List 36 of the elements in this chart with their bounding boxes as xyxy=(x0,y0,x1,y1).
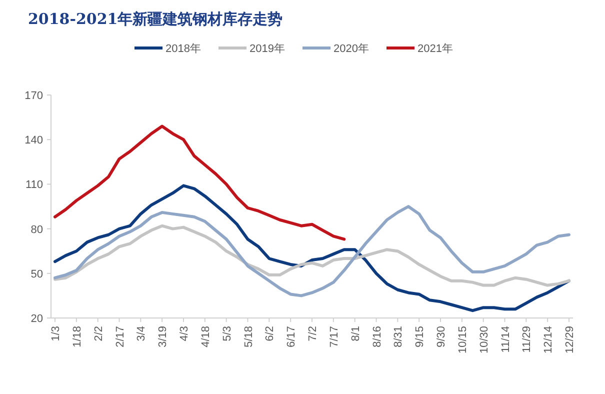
legend-label: 2020年 xyxy=(334,43,369,55)
legend-label: 2021年 xyxy=(418,43,453,55)
x-tick-label: 5/3 xyxy=(221,326,234,342)
x-tick-label: 10/15 xyxy=(456,326,469,354)
x-tick-label: 8/31 xyxy=(392,326,405,348)
x-tick-label: 2/17 xyxy=(114,326,126,348)
x-tick-label: 12/29 xyxy=(564,326,576,354)
x-tick-label: 6/2 xyxy=(264,326,276,342)
y-tick-label: 170 xyxy=(24,90,43,102)
x-tick-label: 10/30 xyxy=(478,326,490,354)
legend-label: 2018年 xyxy=(166,43,201,55)
y-tick-label: 140 xyxy=(24,134,43,147)
y-tick-label: 50 xyxy=(30,268,43,280)
x-tick-label: 3/4 xyxy=(136,326,148,342)
x-tick-label: 7/17 xyxy=(328,326,340,348)
x-tick-label: 2/2 xyxy=(92,326,105,342)
chart-title: 2018-2021年新疆建筑钢材库存走势 xyxy=(28,10,283,28)
x-tick-label: 12/14 xyxy=(542,326,555,354)
y-tick-label: 20 xyxy=(30,313,43,325)
y-tick-label: 80 xyxy=(30,224,43,236)
x-tick-label: 1/3 xyxy=(50,326,62,342)
x-tick-label: 7/2 xyxy=(307,326,319,342)
x-tick-label: 9/30 xyxy=(436,326,448,348)
x-tick-label: 6/17 xyxy=(286,326,298,348)
x-tick-label: 4/3 xyxy=(178,326,190,342)
x-tick-label: 8/1 xyxy=(350,326,362,342)
x-tick-label: 11/29 xyxy=(521,326,534,353)
y-tick-label: 110 xyxy=(25,179,43,192)
x-tick-label: 1/18 xyxy=(71,326,84,348)
x-tick-label: 9/15 xyxy=(414,326,426,348)
x-tick-label: 5/18 xyxy=(242,326,255,348)
x-tick-label: 11/14 xyxy=(500,326,512,353)
x-tick-label: 4/18 xyxy=(200,326,212,348)
legend-label: 2019年 xyxy=(250,43,285,55)
x-tick-label: 8/16 xyxy=(371,326,384,348)
x-tick-label: 3/19 xyxy=(157,326,170,348)
